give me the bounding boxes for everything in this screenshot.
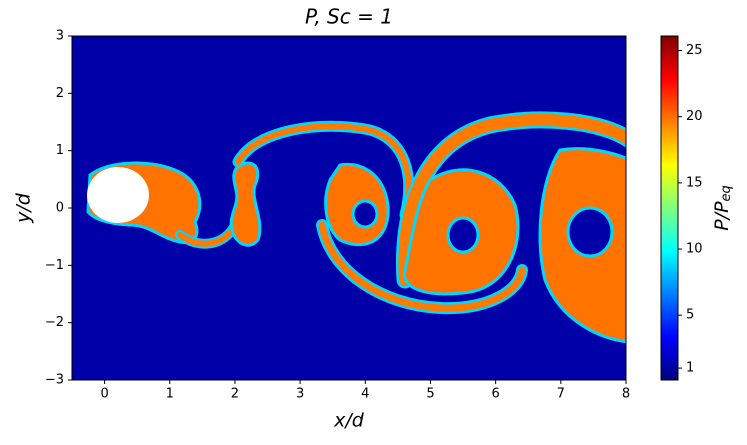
colorbar-tick-label: 1 [686,361,694,376]
x-tick-label: 2 [231,387,239,402]
colorbar-label-sub: eq [719,185,734,201]
vortex [229,161,262,247]
field [72,36,626,380]
x-tick-label: 0 [100,387,108,402]
filament [235,123,412,218]
y-tick-label: −3 [45,373,64,388]
colorbar-label-main: P/P [711,201,733,231]
x-tick-label: 3 [296,387,304,402]
y-tick-label: −1 [45,258,64,273]
colorbar-tick-label: 5 [686,308,694,323]
colorbar-tick-label: 25 [686,43,703,58]
colorbar-tick-label: 15 [686,175,703,190]
y-tick-label: 0 [56,201,64,216]
colorbar-label: P/Peq [711,185,734,231]
x-tick-label: 7 [557,387,565,402]
y-tick-label: 1 [56,143,64,158]
vortex-core [566,206,614,258]
colorbar [660,35,679,381]
filament [318,221,526,312]
vortex-core [446,216,480,254]
vortex-core [351,199,379,229]
colorbar-tick-label: 20 [686,109,703,124]
x-tick-label: 6 [492,387,500,402]
x-axis-label: x/d [333,410,365,432]
y-axis-label: y/d [13,192,35,224]
x-tick-label: 4 [361,387,369,402]
colorbar-tick-label: 10 [686,242,703,257]
x-tick-label: 8 [622,387,630,402]
filament [398,114,626,286]
y-tick-label: 2 [56,86,64,101]
y-tick-label: 3 [56,29,64,44]
x-tick-label: 5 [426,387,434,402]
chart-title: P, Sc = 1 [305,5,393,29]
x-tick-label: 1 [166,387,174,402]
cylinder [87,167,149,223]
y-tick-label: −2 [45,315,64,330]
